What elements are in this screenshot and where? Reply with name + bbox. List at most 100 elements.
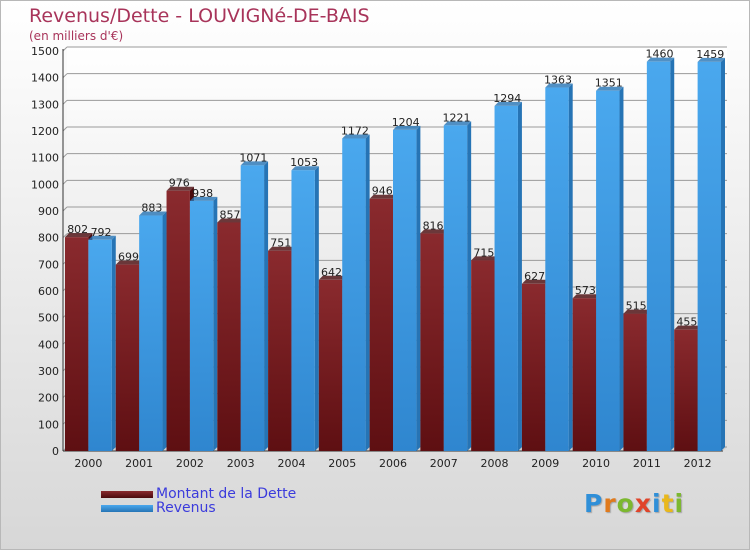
legend-item-dette: Montant de la Dette [101, 486, 296, 502]
y-tick-label: 500 [38, 312, 59, 325]
data-label-dette: 699 [118, 251, 139, 264]
x-tick-label: 2007 [430, 457, 458, 470]
bar-top-revenus [697, 57, 725, 62]
bar-dette [420, 233, 444, 451]
x-tick-label: 2004 [277, 457, 305, 470]
y-tick-label: 200 [38, 392, 59, 405]
bar-dette [318, 279, 343, 451]
x-tick-label: 2005 [328, 457, 356, 470]
legend-item-revenus: Revenus [101, 500, 296, 516]
logo-letter: i [674, 489, 685, 518]
data-label-dette: 976 [169, 177, 190, 190]
bar-side-revenus [467, 121, 472, 452]
bar-side-revenus [619, 86, 624, 451]
bar-top-revenus [494, 101, 522, 106]
y-tick-label: 1500 [31, 45, 59, 58]
legend-label-revenus: Revenus [156, 500, 216, 516]
bar-top-dette [268, 246, 296, 251]
bar-side-revenus [264, 161, 269, 451]
x-tick-label: 2000 [74, 457, 102, 470]
logo-letter: x [634, 489, 652, 518]
bar-dette [471, 260, 495, 451]
bar-revenus [240, 165, 265, 451]
bar-side-revenus [213, 196, 218, 451]
grid-line-depth [62, 126, 68, 132]
bar-revenus [88, 239, 112, 451]
bar-top-revenus [189, 196, 218, 201]
bar-top-revenus [88, 235, 116, 240]
proxiti-logo: Proxiti [584, 489, 684, 518]
bar-dette [115, 264, 140, 451]
bar-top-revenus [545, 83, 573, 88]
data-label-dette: 455 [676, 316, 697, 329]
data-label-dette: 715 [473, 246, 494, 259]
bar-side-revenus [365, 134, 370, 451]
data-label-dette: 857 [220, 208, 241, 221]
x-tick-label: 2008 [481, 457, 509, 470]
bar-top-revenus [342, 134, 370, 139]
data-label-revenus: 938 [192, 187, 213, 200]
bar-revenus [291, 170, 315, 451]
bar-top-dette [65, 233, 93, 238]
data-label-dette: 946 [372, 185, 393, 198]
bar-top-dette [674, 325, 702, 330]
bar-top-revenus [139, 211, 167, 216]
y-tick-label: 100 [38, 418, 59, 431]
data-label-dette: 816 [423, 219, 444, 232]
grid-line-depth [62, 153, 68, 159]
bar-side-revenus [517, 101, 522, 451]
bar-side-revenus [721, 57, 725, 451]
bar-revenus [596, 90, 620, 451]
grid-line-depth [62, 73, 68, 79]
bar-top-dette [420, 229, 448, 234]
data-label-revenus: 1363 [544, 74, 572, 87]
grid-line-depth [62, 206, 68, 212]
x-tick-label: 2003 [227, 457, 255, 470]
bar-revenus [189, 200, 214, 451]
bar-dette [217, 222, 241, 451]
legend: Montant de la Dette Revenus [101, 486, 296, 516]
bar-top-revenus [291, 166, 319, 171]
bar-top-dette [471, 256, 499, 261]
bar-revenus [393, 129, 417, 451]
data-label-revenus: 792 [91, 226, 112, 239]
data-label-revenus: 1460 [646, 48, 674, 61]
data-label-revenus: 1459 [696, 48, 724, 61]
data-label-revenus: 1294 [493, 92, 521, 105]
logo-letter: o [616, 489, 635, 518]
bar-revenus [443, 125, 468, 452]
bar-revenus [139, 215, 163, 451]
data-label-revenus: 1172 [341, 124, 369, 137]
bar-top-revenus [393, 125, 421, 130]
bar-revenus [342, 138, 366, 451]
y-tick-label: 700 [38, 258, 59, 271]
x-tick-label: 2010 [582, 457, 610, 470]
data-label-revenus: 1204 [392, 116, 420, 129]
data-label-dette: 802 [67, 223, 88, 236]
bar-top-dette [318, 275, 347, 280]
bar-dette [65, 237, 89, 451]
bar-dette [572, 298, 597, 451]
logo-letter: r [603, 489, 617, 518]
bar-side-revenus [162, 211, 167, 451]
y-tick-label: 800 [38, 232, 59, 245]
bar-revenus [697, 61, 721, 451]
bar-dette [521, 283, 546, 451]
x-tick-label: 2006 [379, 457, 407, 470]
chart-subtitle: (en milliers d'€) [29, 29, 124, 43]
bar-top-revenus [596, 86, 624, 91]
bar-top-dette [115, 260, 144, 265]
bar-top-revenus [240, 161, 269, 166]
data-label-revenus: 1053 [290, 156, 318, 169]
bar-top-dette [369, 194, 397, 199]
bar-dette [166, 190, 190, 451]
bar-dette [268, 250, 292, 451]
bar-top-dette [521, 279, 550, 284]
logo-letter: t [661, 489, 675, 518]
y-tick-label: 900 [38, 205, 59, 218]
data-label-dette: 642 [321, 266, 342, 279]
legend-swatch-revenus [101, 504, 153, 512]
logo-letter: i [652, 489, 662, 518]
x-tick-label: 2011 [633, 457, 661, 470]
